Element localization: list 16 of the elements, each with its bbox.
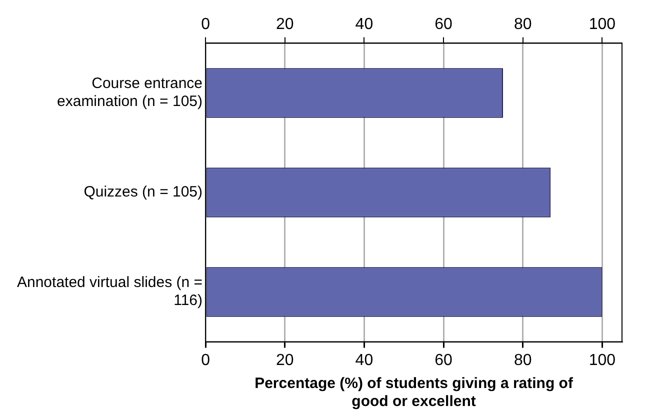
x2-tick-label: 80: [514, 352, 532, 369]
x-axis-title: Percentage (%) of students giving a rating of good or excellent: [254, 375, 574, 410]
x2-tick-label: 20: [276, 352, 294, 369]
y-tick-label: Course entrance examination (n = 105): [57, 75, 203, 110]
x2-tick-label: 100: [588, 352, 616, 369]
x2-tick-label: 40: [355, 352, 374, 369]
x2-tick-label: 0: [201, 352, 210, 369]
x-tick-label: 20: [276, 16, 294, 34]
x-tick-label: 40: [355, 16, 374, 34]
x-tick-label: 0: [201, 16, 210, 34]
y-tick-label: Annotated virtual slides (n = 116): [16, 274, 203, 310]
x-tick-label: 60: [434, 16, 453, 34]
x-tick-label: 100: [588, 16, 616, 34]
x2-tick-label: 60: [434, 352, 453, 369]
y-tick-label: Quizzes (n = 105): [84, 184, 203, 201]
x-tick-label: 80: [514, 16, 532, 34]
